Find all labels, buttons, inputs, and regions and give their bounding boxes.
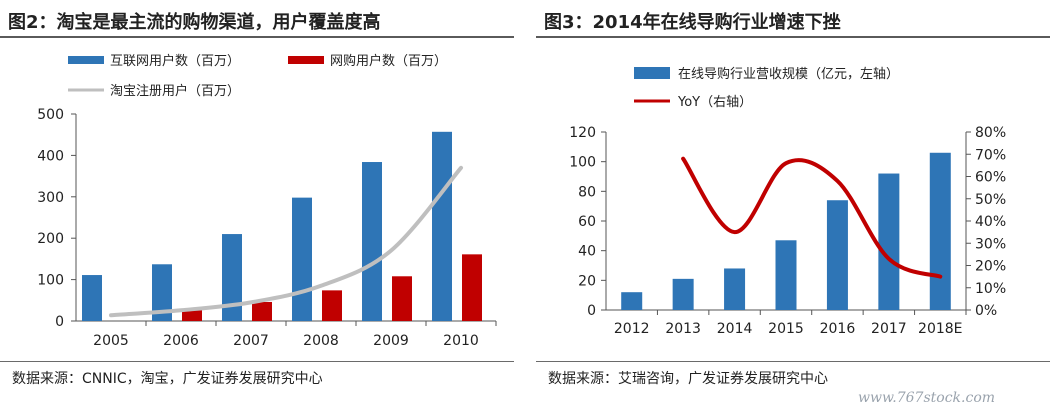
chart-title-right: 图3：2014年在线导购行业增速下挫	[544, 12, 841, 33]
y-left-tick-label: 0	[587, 303, 596, 319]
x-tick-label: 2018E	[918, 321, 962, 337]
bar-internet-users	[152, 264, 172, 321]
legend-label-taobao-users: 淘宝注册用户（百万）	[110, 83, 240, 99]
legend-swatch-revenue	[634, 67, 670, 79]
y-right-tick-label: 40%	[975, 214, 1006, 230]
bar-internet-users	[292, 197, 312, 321]
y-right-tick-label: 10%	[975, 281, 1006, 297]
y-right-tick-label: 80%	[975, 125, 1006, 141]
y-tick-label: 400	[37, 148, 64, 164]
legend-label-revenue: 在线导购行业营收规模（亿元，左轴）	[678, 66, 899, 82]
bar-revenue	[672, 278, 694, 310]
x-tick-label: 2007	[233, 333, 269, 349]
x-tick-label: 2012	[614, 321, 650, 337]
legend-label-yoy: YoY（右轴）	[677, 95, 752, 110]
bar-online-shoppers	[252, 301, 272, 321]
bar-revenue	[878, 173, 900, 310]
y-right-tick-label: 0%	[975, 303, 997, 319]
bar-revenue	[621, 292, 643, 310]
x-tick-label: 2013	[665, 321, 701, 337]
x-tick-label: 2016	[820, 321, 856, 337]
bar-online-shoppers	[392, 276, 412, 321]
y-right-tick-label: 30%	[975, 236, 1006, 252]
x-tick-label: 2015	[768, 321, 804, 337]
y-tick-label: 100	[37, 273, 64, 289]
bar-internet-users	[222, 234, 242, 321]
legend-label-online-shoppers: 网购用户数（百万）	[330, 53, 447, 69]
y-tick-label: 0	[55, 314, 64, 330]
y-left-tick-label: 120	[569, 125, 596, 141]
x-tick-label: 2005	[93, 333, 129, 349]
legend-swatch-online-shoppers	[288, 56, 324, 64]
y-right-tick-label: 70%	[975, 147, 1006, 163]
source-divider-left	[0, 361, 514, 362]
bar-online-shoppers	[322, 290, 342, 321]
line-yoy	[681, 156, 943, 279]
y-tick-label: 200	[37, 231, 64, 247]
y-left-tick-label: 100	[569, 155, 596, 171]
legend-label-internet-users: 互联网用户数（百万）	[110, 53, 240, 69]
bar-internet-users	[432, 131, 452, 321]
x-tick-label: 2014	[717, 321, 753, 337]
chart-title-left: 图2：淘宝是最主流的购物渠道，用户覆盖度高	[8, 12, 381, 33]
x-tick-label: 2006	[163, 333, 199, 349]
bar-revenue	[826, 200, 848, 310]
title-divider-right	[536, 36, 1050, 38]
x-tick-label: 2008	[303, 333, 339, 349]
y-left-tick-label: 40	[578, 244, 596, 260]
y-right-tick-label: 50%	[975, 192, 1006, 208]
x-tick-label: 2017	[871, 321, 907, 337]
line-taobao-users	[109, 165, 463, 318]
bar-revenue	[775, 240, 797, 310]
legend-swatch-internet-users	[68, 56, 104, 64]
bar-revenue	[929, 152, 951, 310]
y-tick-label: 300	[37, 190, 64, 206]
bar-online-shoppers	[462, 254, 482, 321]
x-tick-label: 2009	[373, 333, 409, 349]
source-divider-right	[536, 361, 1050, 362]
y-left-tick-label: 20	[578, 273, 596, 289]
chart-right-svg: 在线导购行业营收规模（亿元，左轴） YoY（右轴） 0 20 40 60 80 100 120 0…	[569, 66, 1006, 337]
source-note-left: 数据来源：CNNIC，淘宝，广发证券发展研究中心	[12, 371, 323, 387]
chart-panel-left: 图2：淘宝是最主流的购物渠道，用户覆盖度高 互联网用户数（百万） 网购用户数（百万…	[0, 0, 520, 415]
bar-internet-users	[82, 275, 102, 321]
chart-panel-right: 图3：2014年在线导购行业增速下挫 在线导购行业营收规模（亿元，左轴） YoY（…	[536, 0, 1056, 415]
bar-revenue	[724, 268, 746, 310]
bar-internet-users	[362, 162, 382, 321]
chart-left-svg: 互联网用户数（百万） 网购用户数（百万） 淘宝注册用户（百万） 0 100 200 300 4…	[37, 53, 497, 349]
y-right-tick-label: 20%	[975, 259, 1006, 275]
x-tick-label: 2010	[443, 333, 479, 349]
y-right-tick-label: 60%	[975, 170, 1006, 186]
y-left-tick-label: 80	[578, 184, 596, 200]
y-left-tick-label: 60	[578, 214, 596, 230]
title-divider-left	[0, 36, 514, 38]
watermark-text: www.767stock.com	[858, 390, 996, 406]
source-note-right: 数据来源：艾瑞咨询，广发证券发展研究中心	[548, 371, 828, 387]
y-tick-label: 500	[37, 107, 64, 123]
